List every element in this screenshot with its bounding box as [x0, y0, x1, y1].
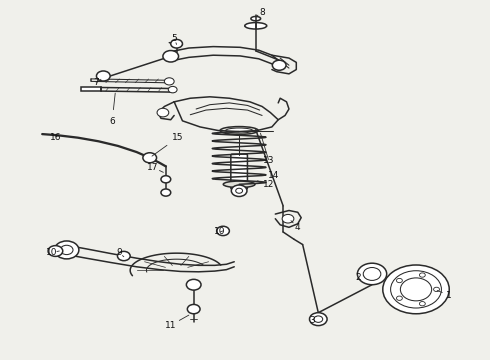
- Circle shape: [434, 287, 440, 292]
- Text: 10: 10: [214, 228, 225, 237]
- Text: 1: 1: [446, 291, 452, 300]
- Circle shape: [157, 108, 169, 117]
- Circle shape: [314, 316, 323, 322]
- Text: 5: 5: [172, 34, 177, 43]
- Circle shape: [236, 188, 243, 193]
- Text: 11: 11: [165, 321, 176, 330]
- Circle shape: [419, 273, 425, 277]
- Ellipse shape: [245, 23, 267, 29]
- Circle shape: [163, 50, 178, 62]
- Text: 13: 13: [263, 156, 274, 165]
- Circle shape: [118, 251, 130, 261]
- Circle shape: [48, 246, 63, 256]
- Text: 8: 8: [259, 8, 265, 17]
- Text: 6: 6: [109, 117, 115, 126]
- Text: 4: 4: [295, 223, 300, 232]
- FancyBboxPatch shape: [231, 154, 247, 189]
- Ellipse shape: [223, 181, 255, 188]
- Circle shape: [396, 278, 402, 283]
- Circle shape: [143, 153, 157, 163]
- Text: 3: 3: [310, 316, 315, 325]
- Circle shape: [164, 78, 174, 85]
- Ellipse shape: [220, 127, 258, 134]
- Circle shape: [310, 313, 327, 325]
- Circle shape: [217, 226, 229, 235]
- Circle shape: [391, 271, 441, 308]
- Text: 16: 16: [49, 133, 61, 142]
- Circle shape: [161, 189, 171, 196]
- Circle shape: [161, 176, 171, 183]
- Circle shape: [97, 71, 110, 81]
- Text: 9: 9: [116, 248, 122, 257]
- Text: 12: 12: [263, 180, 274, 189]
- Circle shape: [272, 60, 286, 70]
- Circle shape: [282, 215, 294, 223]
- Circle shape: [186, 279, 201, 290]
- Circle shape: [60, 245, 73, 255]
- Circle shape: [187, 305, 200, 314]
- Text: 15: 15: [172, 133, 183, 142]
- Circle shape: [363, 267, 381, 280]
- Circle shape: [400, 278, 432, 301]
- Text: 2: 2: [356, 273, 361, 282]
- Circle shape: [171, 40, 182, 48]
- Circle shape: [357, 263, 387, 285]
- Circle shape: [231, 185, 247, 197]
- Bar: [81, 87, 101, 91]
- Text: 10: 10: [46, 248, 58, 257]
- Text: 7: 7: [93, 78, 99, 87]
- Text: 17: 17: [147, 163, 159, 172]
- Circle shape: [54, 241, 79, 259]
- Circle shape: [396, 296, 402, 300]
- Circle shape: [383, 265, 449, 314]
- Circle shape: [419, 302, 425, 306]
- Ellipse shape: [251, 17, 261, 21]
- Ellipse shape: [226, 128, 252, 133]
- Text: 14: 14: [268, 171, 279, 180]
- Circle shape: [168, 86, 177, 93]
